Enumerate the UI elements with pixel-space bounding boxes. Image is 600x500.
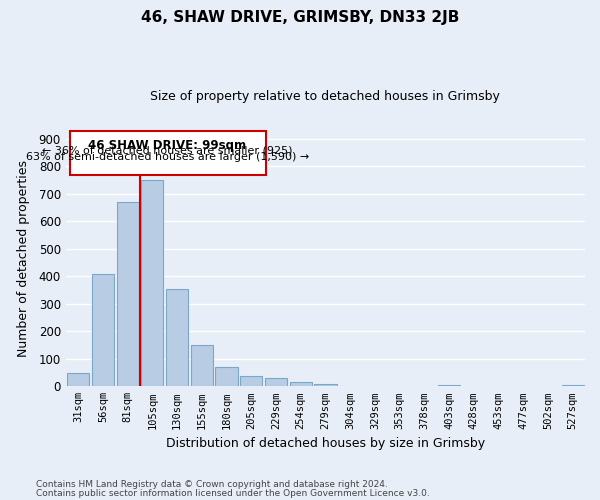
Bar [215, 367, 238, 386]
Text: Contains public sector information licensed under the Open Government Licence v3: Contains public sector information licen… [36, 490, 430, 498]
Text: ← 36% of detached houses are smaller (925): ← 36% of detached houses are smaller (92… [42, 146, 292, 156]
Bar [290, 382, 312, 386]
Bar [141, 180, 163, 386]
Bar [191, 345, 213, 387]
Bar [166, 288, 188, 386]
Text: 46, SHAW DRIVE, GRIMSBY, DN33 2JB: 46, SHAW DRIVE, GRIMSBY, DN33 2JB [141, 10, 459, 25]
Bar [116, 202, 139, 386]
Bar [265, 378, 287, 386]
Bar [67, 372, 89, 386]
Bar [240, 376, 262, 386]
Bar [92, 274, 114, 386]
Text: Contains HM Land Registry data © Crown copyright and database right 2024.: Contains HM Land Registry data © Crown c… [36, 480, 388, 489]
Text: 46 SHAW DRIVE: 99sqm: 46 SHAW DRIVE: 99sqm [88, 139, 246, 152]
FancyBboxPatch shape [70, 131, 266, 174]
Bar [314, 384, 337, 386]
Y-axis label: Number of detached properties: Number of detached properties [17, 160, 31, 357]
X-axis label: Distribution of detached houses by size in Grimsby: Distribution of detached houses by size … [166, 437, 485, 450]
Title: Size of property relative to detached houses in Grimsby: Size of property relative to detached ho… [151, 90, 500, 103]
Bar [562, 385, 584, 386]
Text: 63% of semi-detached houses are larger (1,590) →: 63% of semi-detached houses are larger (… [26, 152, 309, 162]
